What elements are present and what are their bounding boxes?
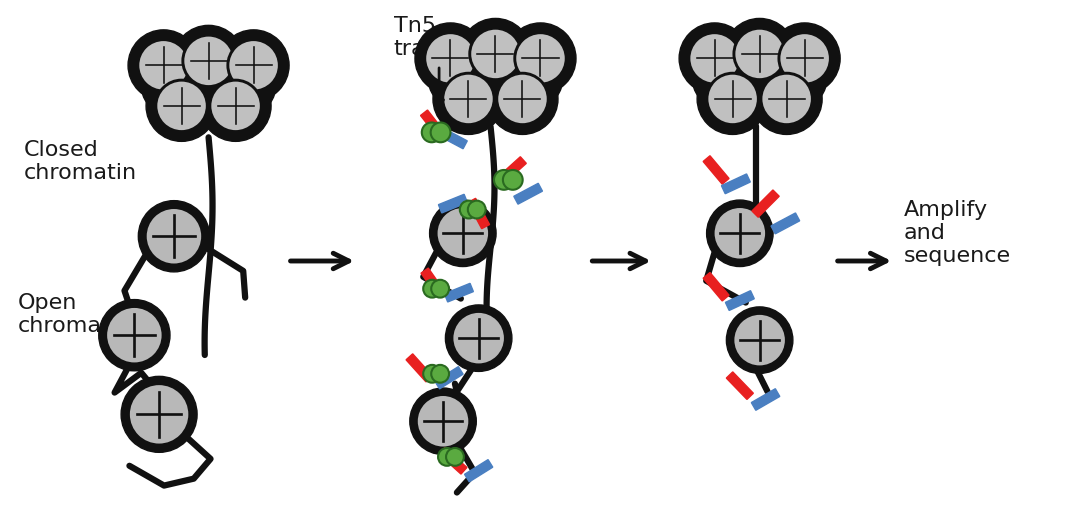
Circle shape <box>712 206 768 261</box>
Polygon shape <box>438 448 467 474</box>
Polygon shape <box>435 367 463 389</box>
Ellipse shape <box>429 42 563 119</box>
Polygon shape <box>726 291 754 311</box>
Circle shape <box>752 64 822 134</box>
Circle shape <box>121 376 197 452</box>
Polygon shape <box>498 157 526 183</box>
Circle shape <box>424 33 476 84</box>
Circle shape <box>689 33 741 84</box>
Circle shape <box>435 206 490 261</box>
Polygon shape <box>420 110 446 139</box>
Circle shape <box>443 73 495 125</box>
Circle shape <box>210 80 261 132</box>
Circle shape <box>515 33 566 84</box>
Circle shape <box>145 207 204 266</box>
Circle shape <box>228 40 280 91</box>
Circle shape <box>734 28 785 80</box>
Circle shape <box>433 64 504 134</box>
Circle shape <box>779 33 831 84</box>
Text: Tn5
transposome: Tn5 transposome <box>393 16 539 59</box>
Circle shape <box>200 70 271 141</box>
Circle shape <box>470 28 522 80</box>
Circle shape <box>706 200 773 267</box>
Polygon shape <box>752 190 779 217</box>
Circle shape <box>183 35 234 86</box>
Polygon shape <box>703 272 729 301</box>
Circle shape <box>451 311 507 366</box>
Circle shape <box>129 30 199 101</box>
Circle shape <box>460 201 477 218</box>
Circle shape <box>146 70 217 141</box>
Circle shape <box>445 305 512 371</box>
Polygon shape <box>444 283 473 302</box>
Circle shape <box>423 365 441 383</box>
Circle shape <box>707 73 758 125</box>
Ellipse shape <box>141 49 275 127</box>
Circle shape <box>173 26 244 96</box>
Circle shape <box>156 80 207 132</box>
Circle shape <box>503 170 523 190</box>
Circle shape <box>487 64 558 134</box>
Circle shape <box>98 300 170 371</box>
Circle shape <box>724 18 795 90</box>
Circle shape <box>446 448 464 466</box>
Polygon shape <box>421 268 445 297</box>
Circle shape <box>431 122 450 142</box>
Circle shape <box>409 388 476 454</box>
Circle shape <box>679 23 751 94</box>
Polygon shape <box>406 354 432 382</box>
Circle shape <box>732 313 787 368</box>
Polygon shape <box>438 194 468 213</box>
Circle shape <box>761 73 812 125</box>
Circle shape <box>422 122 442 142</box>
Polygon shape <box>727 372 754 400</box>
Circle shape <box>438 448 456 466</box>
Circle shape <box>494 170 514 190</box>
Circle shape <box>431 280 449 297</box>
Polygon shape <box>468 199 489 229</box>
Text: Closed
chromatin: Closed chromatin <box>24 140 137 183</box>
Polygon shape <box>771 213 799 234</box>
Polygon shape <box>514 183 542 204</box>
Circle shape <box>218 30 289 101</box>
Circle shape <box>727 307 793 374</box>
Circle shape <box>468 201 486 218</box>
Circle shape <box>460 18 531 90</box>
Polygon shape <box>752 389 780 410</box>
Polygon shape <box>703 156 729 184</box>
Circle shape <box>697 64 768 134</box>
Circle shape <box>423 280 441 297</box>
Circle shape <box>430 200 496 267</box>
Circle shape <box>769 23 840 94</box>
Circle shape <box>505 23 576 94</box>
Circle shape <box>415 23 486 94</box>
Circle shape <box>138 201 210 272</box>
Circle shape <box>416 393 471 449</box>
Polygon shape <box>464 460 492 482</box>
Polygon shape <box>438 128 468 149</box>
Circle shape <box>431 365 449 383</box>
Polygon shape <box>721 174 751 194</box>
Circle shape <box>127 383 191 446</box>
Circle shape <box>138 40 189 91</box>
Circle shape <box>497 73 549 125</box>
Text: Open
chromatin: Open chromatin <box>17 293 131 336</box>
Text: Amplify
and
sequence: Amplify and sequence <box>904 200 1011 267</box>
Circle shape <box>105 305 164 365</box>
Ellipse shape <box>692 42 826 119</box>
